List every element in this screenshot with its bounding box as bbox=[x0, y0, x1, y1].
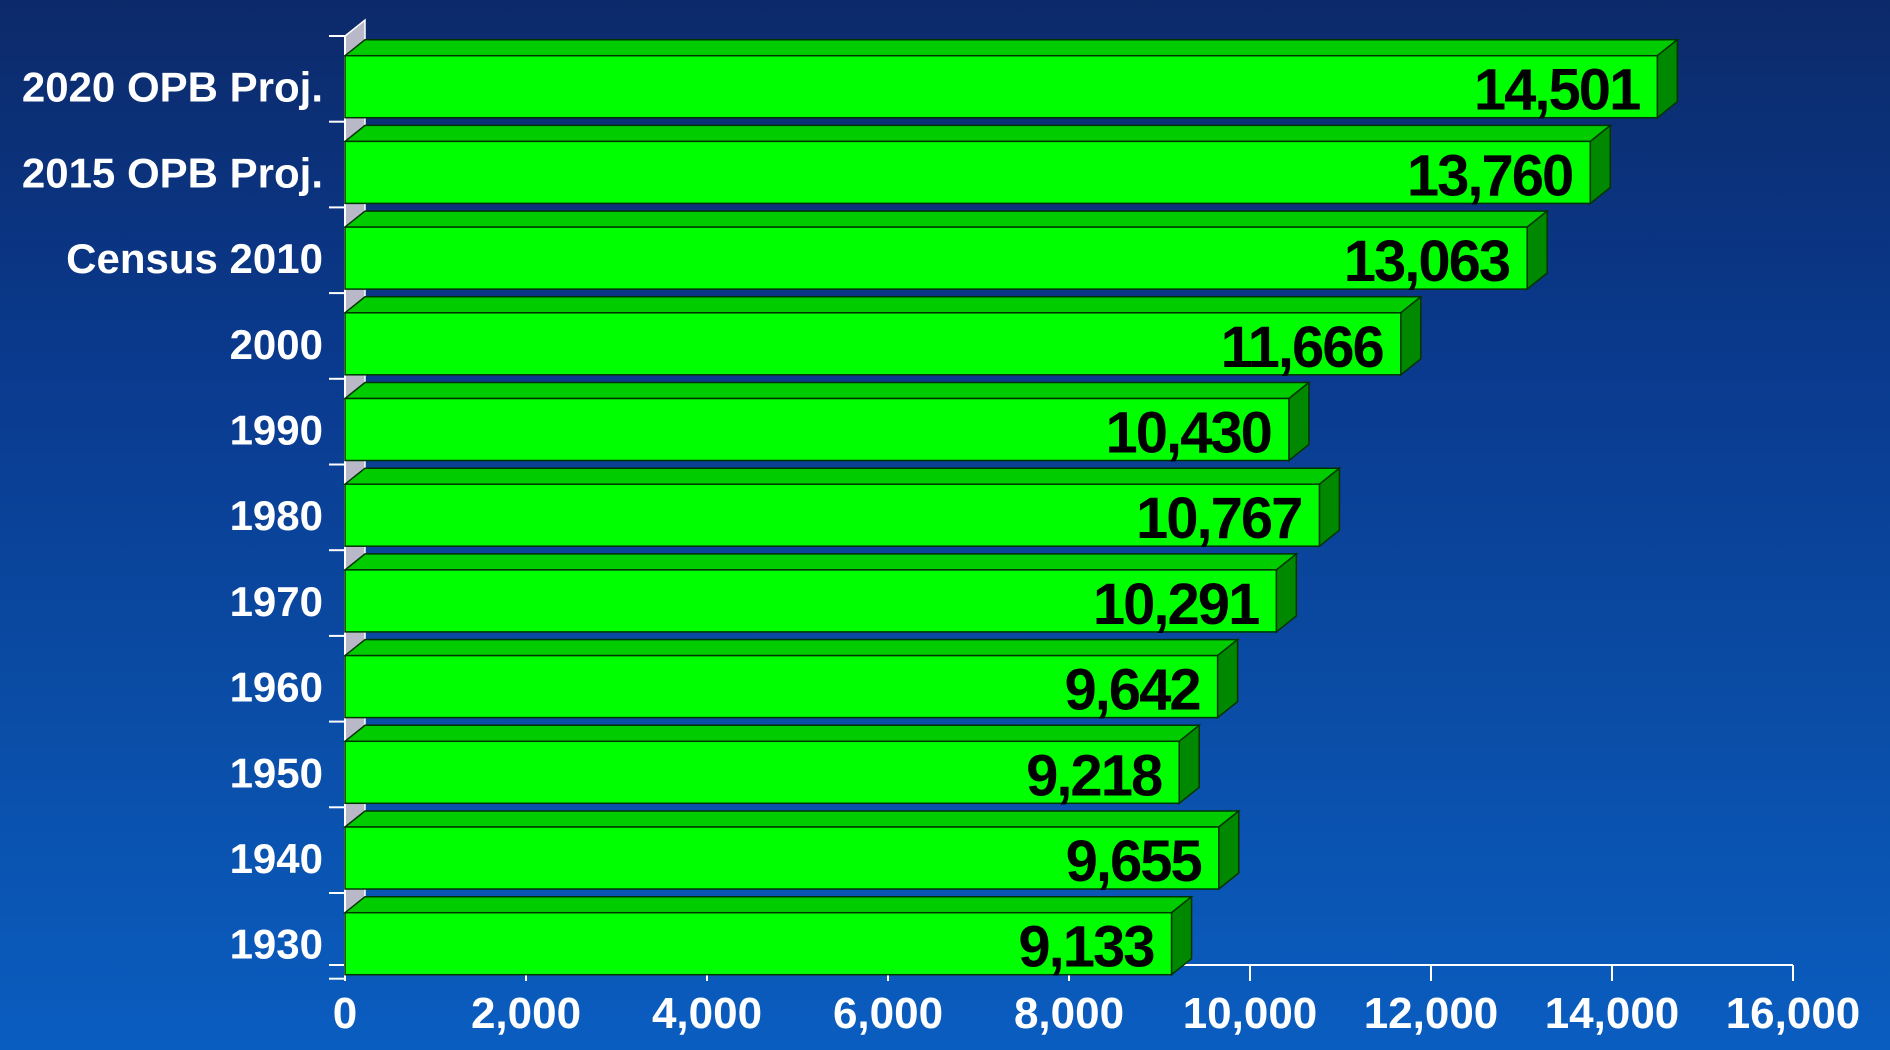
bar-top-face bbox=[342, 895, 1194, 914]
bar-front-face bbox=[344, 654, 1219, 719]
bar-top-face bbox=[342, 124, 1613, 143]
bar-value-label: 10,291 bbox=[1093, 572, 1259, 637]
bar bbox=[342, 895, 1194, 977]
x-tick-label: 10,000 bbox=[1183, 989, 1318, 1038]
x-tick-label: 16,000 bbox=[1726, 989, 1861, 1038]
bar-value-label: 14,501 bbox=[1474, 58, 1640, 123]
x-tick-label: 8,000 bbox=[1014, 989, 1124, 1038]
category-label: 1930 bbox=[230, 921, 323, 968]
bar-front-face bbox=[344, 826, 1220, 890]
category-label: 2020 OPB Proj. bbox=[22, 64, 323, 111]
category-label: 1980 bbox=[230, 492, 323, 539]
bar-top-face bbox=[342, 638, 1240, 657]
bar bbox=[342, 552, 1299, 634]
x-tick-label: 12,000 bbox=[1364, 989, 1499, 1038]
bar-value-label: 9,218 bbox=[1026, 743, 1162, 808]
bar-front-face bbox=[344, 312, 1402, 376]
label-layer: 0 2,000 4,000 6,000 8,000 10,000 12,000 14,000 1… bbox=[22, 58, 1860, 1038]
bar-front-face bbox=[344, 740, 1180, 805]
bar-top-face bbox=[342, 210, 1550, 228]
bar bbox=[342, 380, 1312, 463]
x-tick-label: 6,000 bbox=[833, 989, 943, 1038]
bar-front-face bbox=[344, 140, 1592, 205]
bar-top-face bbox=[342, 296, 1423, 314]
bar-front-face bbox=[344, 397, 1290, 462]
bar bbox=[342, 295, 1423, 377]
category-label: 1990 bbox=[230, 407, 323, 454]
x-tick-label: 0 bbox=[333, 989, 357, 1038]
bar-value-label: 9,133 bbox=[1018, 915, 1154, 980]
bar bbox=[342, 723, 1202, 805]
bar-value-label: 13,760 bbox=[1407, 143, 1572, 208]
category-label: 2015 OPB Proj. bbox=[22, 149, 323, 196]
bar-top-face bbox=[342, 467, 1342, 485]
category-label: 2000 bbox=[230, 321, 323, 368]
bar-front-face bbox=[344, 226, 1528, 290]
category-label: 1940 bbox=[230, 835, 323, 882]
x-tick-label: 4,000 bbox=[652, 989, 762, 1038]
bar-value-label: 10,767 bbox=[1136, 486, 1301, 551]
bar bbox=[342, 38, 1680, 120]
bar-front-face bbox=[344, 483, 1321, 547]
bar-top-face bbox=[342, 810, 1241, 828]
bar-front-face bbox=[344, 911, 1173, 976]
x-tick-label: 14,000 bbox=[1545, 989, 1680, 1038]
bar-value-label: 9,642 bbox=[1064, 658, 1199, 723]
bar-front-face bbox=[344, 569, 1278, 633]
bar-value-label: 11,666 bbox=[1221, 315, 1384, 380]
bar bbox=[342, 809, 1241, 891]
bar bbox=[342, 123, 1613, 205]
x-tick-label: 2,000 bbox=[471, 989, 581, 1038]
bar-top-face bbox=[342, 553, 1299, 571]
category-label: 1960 bbox=[230, 664, 323, 711]
category-label: 1950 bbox=[230, 749, 323, 796]
bar bbox=[342, 466, 1342, 548]
bar bbox=[342, 209, 1550, 291]
bar-top-face bbox=[342, 381, 1312, 400]
category-label: 1970 bbox=[230, 578, 323, 625]
bar-front-face bbox=[344, 54, 1659, 119]
bar-top-face bbox=[342, 38, 1680, 57]
bar-layer bbox=[342, 38, 1680, 977]
bar-top-face bbox=[342, 724, 1202, 743]
category-label: Census 2010 bbox=[66, 235, 323, 282]
bar-value-label: 10,430 bbox=[1106, 401, 1271, 466]
bar-value-label: 13,063 bbox=[1344, 229, 1510, 294]
bar bbox=[342, 638, 1240, 720]
bar-value-label: 9,655 bbox=[1066, 829, 1202, 894]
